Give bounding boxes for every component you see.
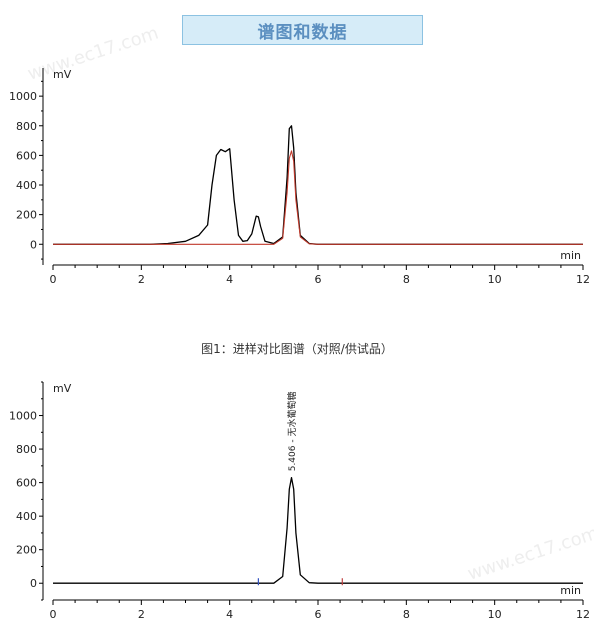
peak-annotation-label: 5.406 - 无水葡萄糖 <box>286 392 298 472</box>
series-line-1 <box>53 476 583 584</box>
y-unit-label: mV <box>53 68 72 81</box>
x-tick-label: 4 <box>226 608 233 621</box>
y-tick-label: 1000 <box>9 90 37 103</box>
x-tick-label: 6 <box>315 608 322 621</box>
x-tick-label: 12 <box>576 273 590 286</box>
y-tick-label: 800 <box>16 443 37 456</box>
x-tick-label: 2 <box>138 608 145 621</box>
y-tick-label: 1000 <box>9 410 37 423</box>
y-tick-label: 600 <box>16 149 37 162</box>
x-tick-label: 12 <box>576 608 590 621</box>
x-tick-label: 8 <box>403 608 410 621</box>
x-tick-label: 4 <box>226 273 233 286</box>
header-banner: 谱图和数据 <box>182 15 423 45</box>
y-tick-label: 200 <box>16 544 37 557</box>
y-tick-label: 400 <box>16 179 37 192</box>
x-tick-label: 6 <box>315 273 322 286</box>
x-tick-label: 8 <box>403 273 410 286</box>
x-tick-label: 10 <box>488 273 502 286</box>
y-tick-label: 200 <box>16 209 37 222</box>
y-tick-label: 600 <box>16 477 37 490</box>
y-tick-label: 800 <box>16 120 37 133</box>
y-unit-label: mV <box>53 382 72 395</box>
x-tick-label: 2 <box>138 273 145 286</box>
x-tick-label: 0 <box>50 608 57 621</box>
series-line-1 <box>53 125 583 245</box>
y-tick-label: 0 <box>30 577 37 590</box>
figure-caption: 图1：进样对比图谱（对照/供试品） <box>201 342 393 356</box>
x-tick-label: 0 <box>50 273 57 286</box>
y-tick-label: 400 <box>16 510 37 523</box>
x-tick-label: 10 <box>488 608 502 621</box>
x-unit-label: min <box>560 584 581 597</box>
x-unit-label: min <box>560 249 581 262</box>
header-title: 谱图和数据 <box>257 22 348 43</box>
y-tick-label: 0 <box>30 238 37 251</box>
series-line-2 <box>53 150 583 245</box>
